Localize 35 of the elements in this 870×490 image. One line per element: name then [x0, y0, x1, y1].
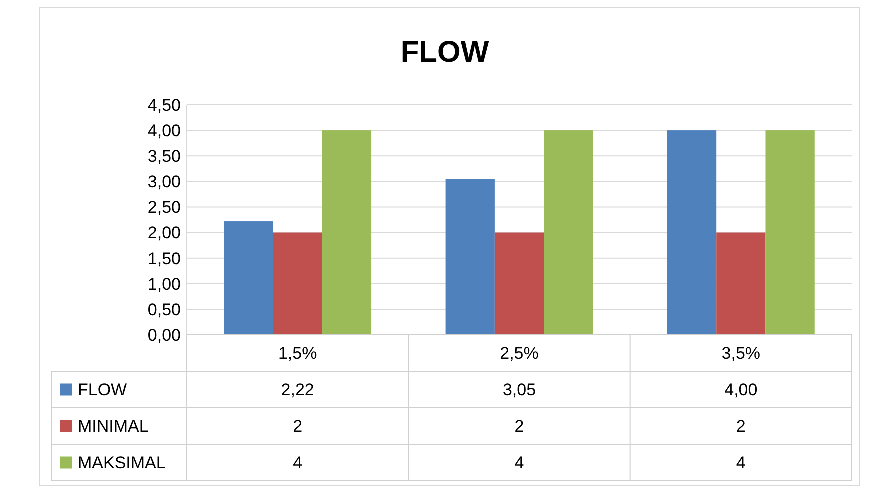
bar	[322, 130, 372, 335]
bar	[224, 222, 274, 335]
bar	[766, 130, 815, 335]
data-label: 2	[514, 417, 524, 436]
y-tick-label: 3,50	[148, 147, 181, 166]
y-tick-label: 1,50	[148, 249, 181, 268]
bar	[494, 232, 544, 335]
y-tick-label: 0,50	[148, 300, 181, 320]
data-label: 2	[293, 417, 303, 436]
data-label: 4	[293, 454, 303, 473]
y-tick-label: 0,00	[148, 326, 181, 345]
data-label: 3,05	[502, 380, 536, 400]
data-label: 4,00	[724, 380, 758, 400]
x-tick-label: 3,5%	[722, 344, 761, 364]
x-tick-label: 2,5%	[500, 344, 539, 364]
bar	[716, 232, 766, 335]
bar	[667, 130, 717, 335]
y-tick-label: 4,00	[148, 122, 181, 141]
legend-label: MAKSIMAL	[78, 454, 166, 473]
legend-label: MINIMAL	[78, 417, 149, 436]
x-tick-label: 1,5%	[278, 344, 318, 364]
y-tick-label: 3,00	[148, 172, 181, 192]
y-tick-label: 4,50	[148, 96, 181, 115]
bar	[446, 179, 495, 335]
data-label: 2	[736, 417, 746, 436]
y-tick-label: 2,50	[148, 198, 181, 218]
y-tick-label: 1,00	[148, 274, 181, 294]
data-label: 4	[736, 454, 746, 473]
chart-title: FLOW	[400, 36, 490, 69]
data-label: 4	[514, 454, 524, 473]
bar	[273, 232, 322, 335]
bar	[544, 130, 594, 335]
data-label: 2,22	[281, 380, 314, 400]
legend-label: FLOW	[78, 380, 128, 400]
y-tick-label: 2,00	[148, 224, 181, 243]
